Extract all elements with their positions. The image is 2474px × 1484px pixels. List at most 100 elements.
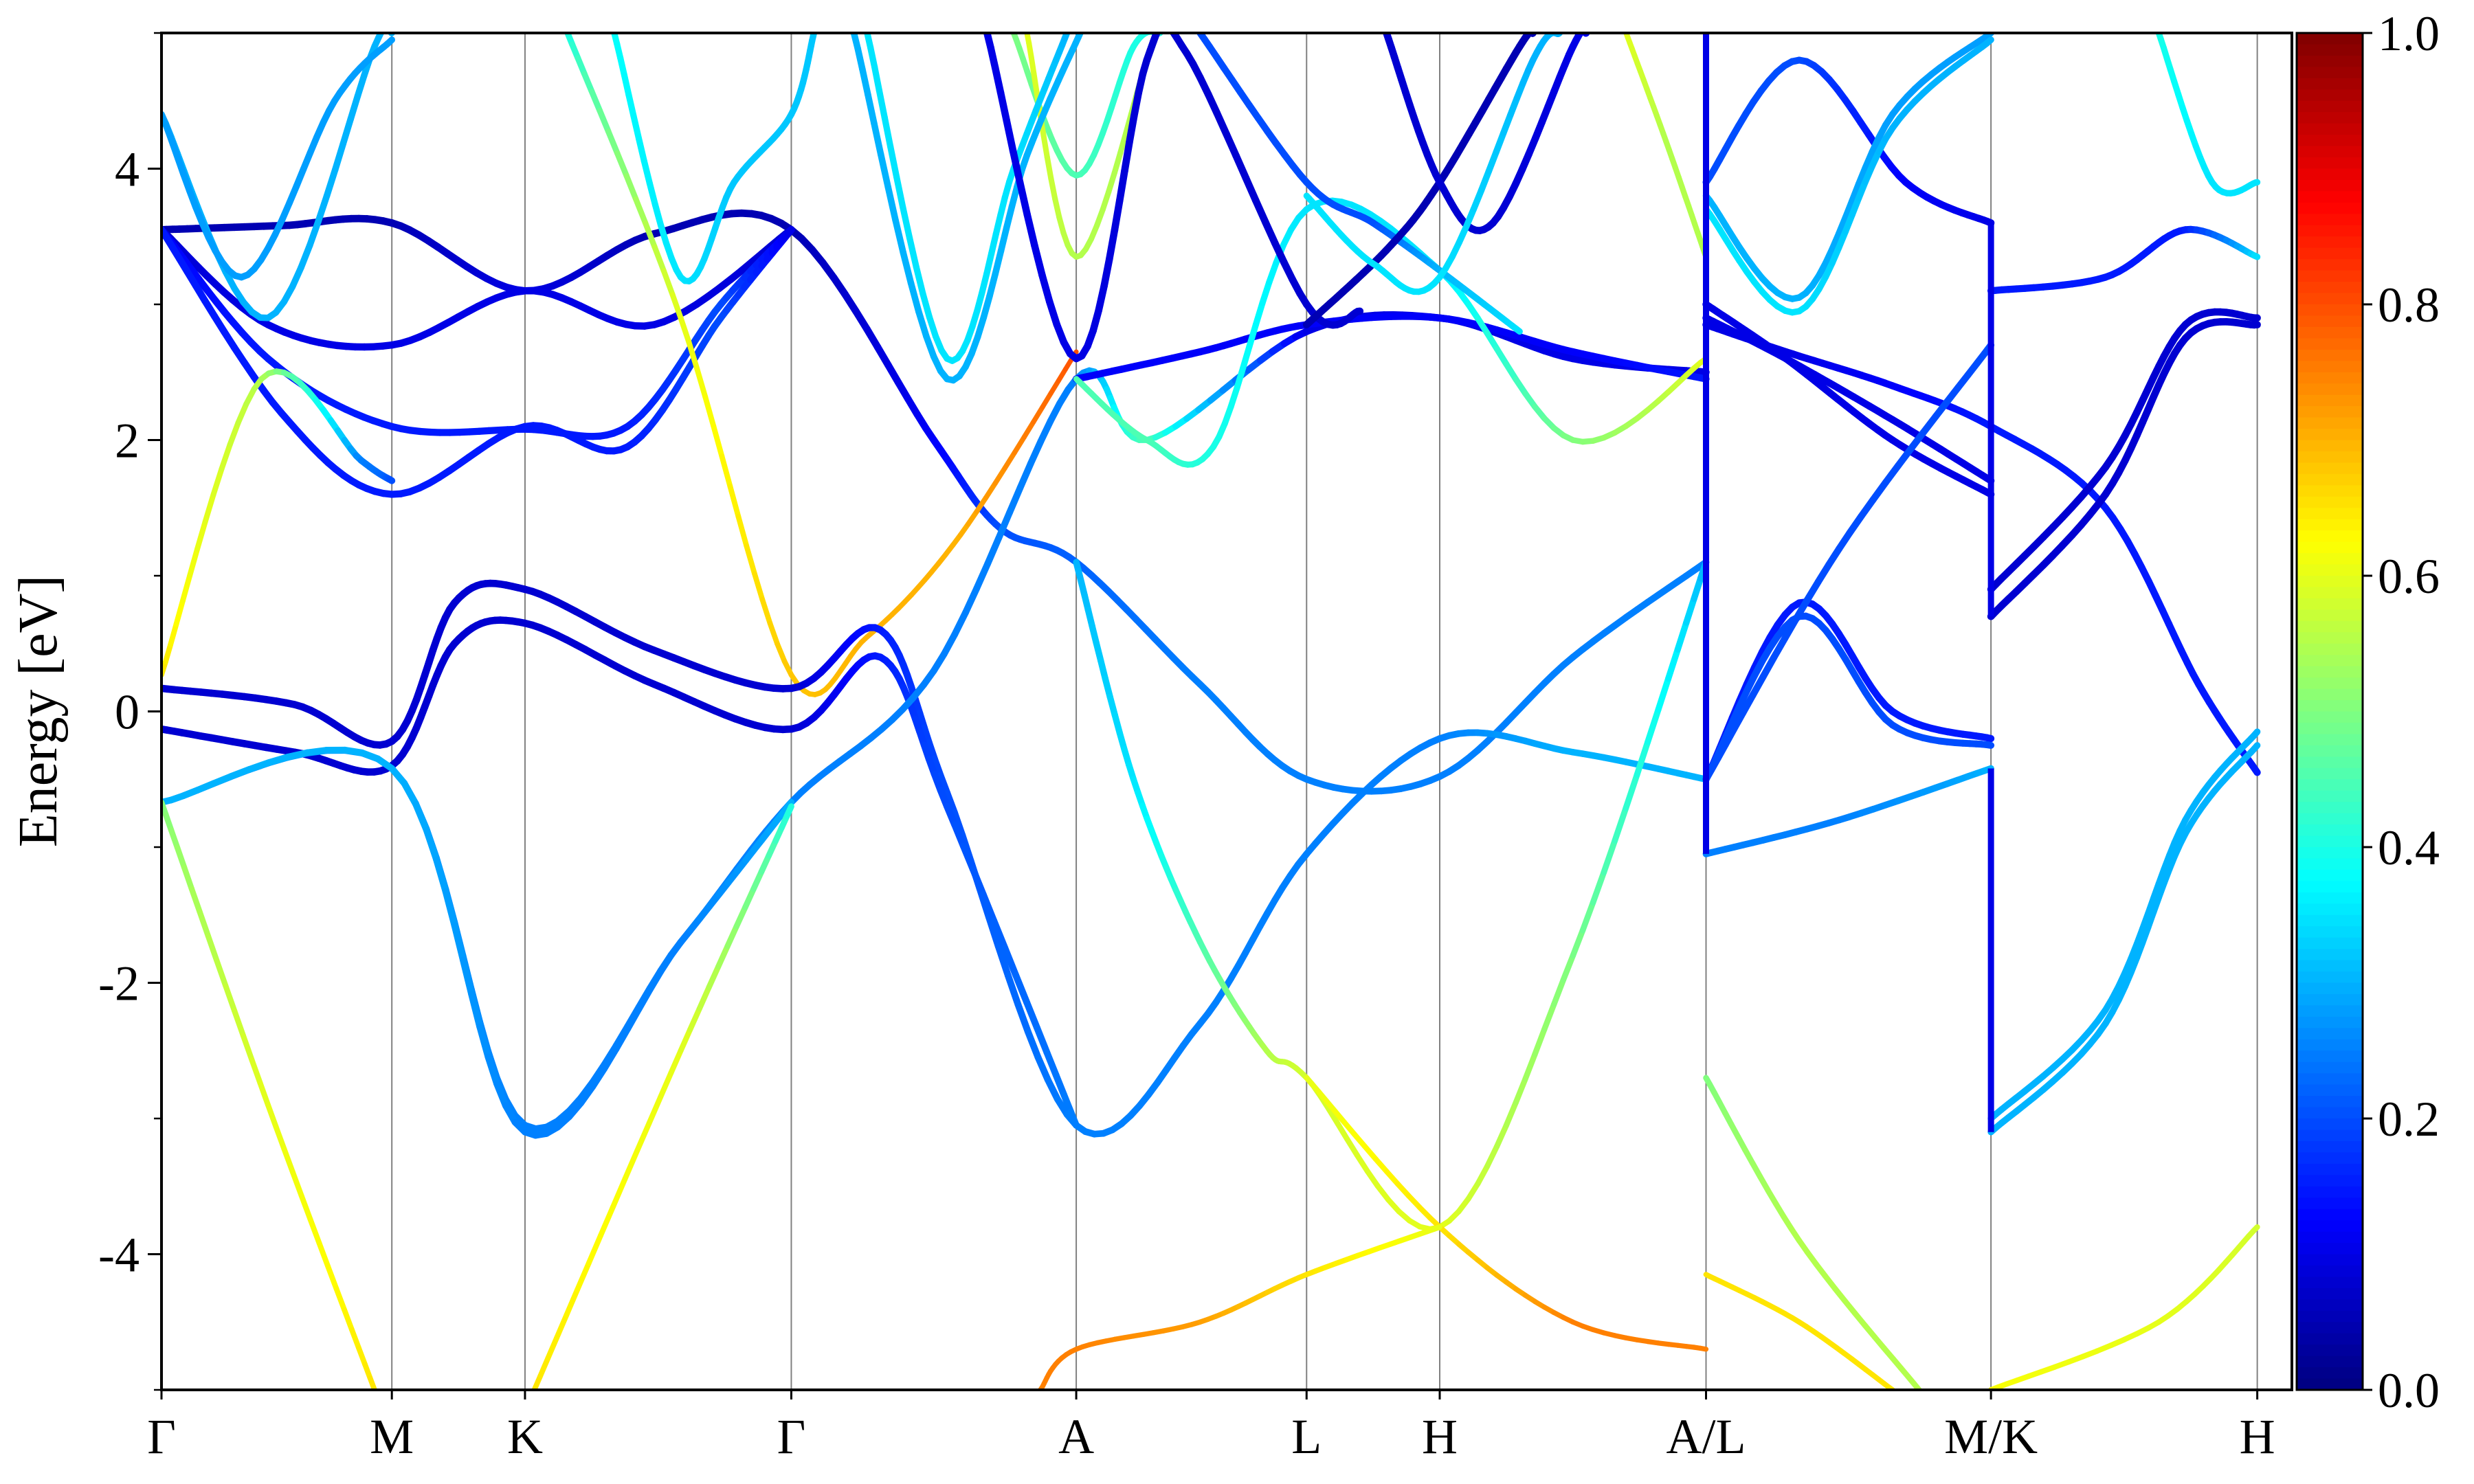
colorbar-stripe bbox=[2297, 722, 2363, 735]
colorbar-stripe bbox=[2297, 745, 2363, 758]
band-23-segment bbox=[877, 150, 891, 190]
colorbar-stripe bbox=[2297, 982, 2363, 995]
band-8-segment bbox=[581, 71, 595, 95]
colorbar-stripe bbox=[2297, 496, 2363, 509]
colorbar-stripe bbox=[2297, 530, 2363, 543]
band-32-segment bbox=[1983, 36, 1994, 47]
band-22-segment bbox=[926, 313, 939, 340]
band-12-segment bbox=[245, 759, 272, 773]
band-16-segment bbox=[1383, 1169, 1401, 1187]
band-15-segment bbox=[1344, 1136, 1360, 1158]
band-6-segment bbox=[187, 546, 201, 578]
band-8-segment bbox=[767, 620, 780, 647]
band-24-segment bbox=[1016, 179, 1031, 218]
band-13-segment bbox=[367, 1375, 377, 1390]
colorbar-stripe bbox=[2297, 67, 2363, 79]
band-39-segment bbox=[1749, 673, 1767, 699]
band-22-segment bbox=[893, 173, 906, 211]
band-14-segment bbox=[783, 803, 794, 820]
band-28 bbox=[1303, 33, 1563, 295]
band-14-segment bbox=[537, 1356, 551, 1379]
colorbar-tick-label-1: 0.2 bbox=[2378, 1092, 2440, 1147]
band-8-segment bbox=[1040, 390, 1054, 410]
colorbar-stripe bbox=[2297, 564, 2363, 576]
band-8-segment bbox=[686, 339, 700, 372]
band-13-segment bbox=[316, 1240, 331, 1270]
band-15-segment bbox=[1691, 575, 1704, 603]
band-4-segment bbox=[289, 264, 304, 290]
band-24-segment bbox=[1045, 297, 1060, 328]
band-16-segment bbox=[1395, 1181, 1412, 1199]
band-15-segment bbox=[1550, 976, 1567, 1008]
band-24-segment bbox=[991, 64, 1005, 96]
band-15-segment bbox=[1541, 1001, 1557, 1033]
band-8-segment bbox=[1031, 404, 1045, 425]
band-6-segment bbox=[194, 519, 208, 552]
x-tick-label-8: M/K bbox=[1944, 1409, 2038, 1464]
band-15-segment bbox=[1475, 1163, 1491, 1187]
band-45 bbox=[1987, 317, 2261, 620]
band-39-segment bbox=[1882, 462, 1902, 486]
band-23-segment bbox=[854, 45, 866, 73]
y-tick-label-3: -2 bbox=[98, 956, 140, 1011]
band-8-segment bbox=[1021, 419, 1036, 440]
x-tick-label-1: M bbox=[370, 1409, 414, 1464]
band-12-segment bbox=[476, 1023, 492, 1061]
band-15-segment bbox=[1522, 1051, 1538, 1082]
colorbar-stripe bbox=[2297, 1367, 2363, 1380]
band-6-segment bbox=[202, 492, 216, 525]
colorbar-stripe bbox=[2297, 903, 2363, 916]
band-24-segment bbox=[1023, 210, 1038, 249]
band-14-segment bbox=[598, 1204, 616, 1239]
colorbar-stripe bbox=[2297, 225, 2363, 238]
x-tick-label-7: A/L bbox=[1667, 1409, 1746, 1464]
band-23-segment bbox=[871, 120, 884, 158]
band-13-segment bbox=[174, 844, 188, 870]
band-44 bbox=[1987, 308, 2261, 594]
colorbar-stripe bbox=[2297, 236, 2363, 249]
band-22-segment bbox=[988, 230, 999, 257]
band-10-segment bbox=[1001, 944, 1020, 979]
colorbar-stripe bbox=[2297, 587, 2363, 599]
band-8-segment bbox=[702, 394, 717, 429]
band-47-segment bbox=[2251, 742, 2261, 752]
band-10-segment bbox=[951, 821, 967, 850]
band-8-segment bbox=[633, 196, 649, 226]
band-24-segment bbox=[1160, 23, 1162, 25]
band-7-segment bbox=[635, 135, 647, 164]
colorbar-stripe bbox=[2297, 78, 2363, 91]
colorbar-stripe bbox=[2297, 293, 2363, 305]
band-13-segment bbox=[298, 1193, 313, 1223]
band-15-segment bbox=[1503, 1099, 1519, 1129]
band-42 bbox=[1987, 225, 2261, 295]
x-tick-label-0: Γ bbox=[147, 1409, 176, 1464]
band-13-segment bbox=[232, 1008, 247, 1039]
band-8-segment bbox=[727, 484, 742, 519]
band-39-segment bbox=[1803, 578, 1822, 604]
band-13-segment bbox=[168, 827, 181, 851]
band-13-segment bbox=[188, 886, 203, 915]
band-7-segment bbox=[640, 157, 653, 187]
band-8-segment bbox=[759, 596, 773, 626]
band-24-segment bbox=[1106, 226, 1119, 263]
colorbar-stripe bbox=[2297, 1299, 2363, 1312]
colorbar-stripe bbox=[2297, 202, 2363, 215]
y-tick-label-4: -4 bbox=[98, 1228, 140, 1283]
band-12-segment bbox=[401, 780, 419, 808]
band-14-segment bbox=[668, 1048, 684, 1076]
x-tick-label-5: L bbox=[1291, 1409, 1322, 1464]
band-23-segment bbox=[986, 270, 999, 300]
band-24-segment bbox=[1157, 33, 1159, 34]
colorbar-stripe bbox=[2297, 429, 2363, 441]
band-15-segment bbox=[1634, 739, 1651, 778]
band-13-segment bbox=[307, 1217, 322, 1246]
colorbar-stripe bbox=[2297, 802, 2363, 814]
band-28-segment bbox=[1493, 129, 1507, 155]
band-39 bbox=[1702, 341, 1995, 783]
band-13-segment bbox=[249, 1057, 263, 1086]
band-24-segment bbox=[1038, 271, 1054, 306]
band-47 bbox=[1987, 742, 2261, 1136]
colorbar-stripe bbox=[2297, 971, 2363, 984]
colorbar-stripe bbox=[2297, 1208, 2363, 1222]
band-36-segment bbox=[1983, 734, 1995, 743]
